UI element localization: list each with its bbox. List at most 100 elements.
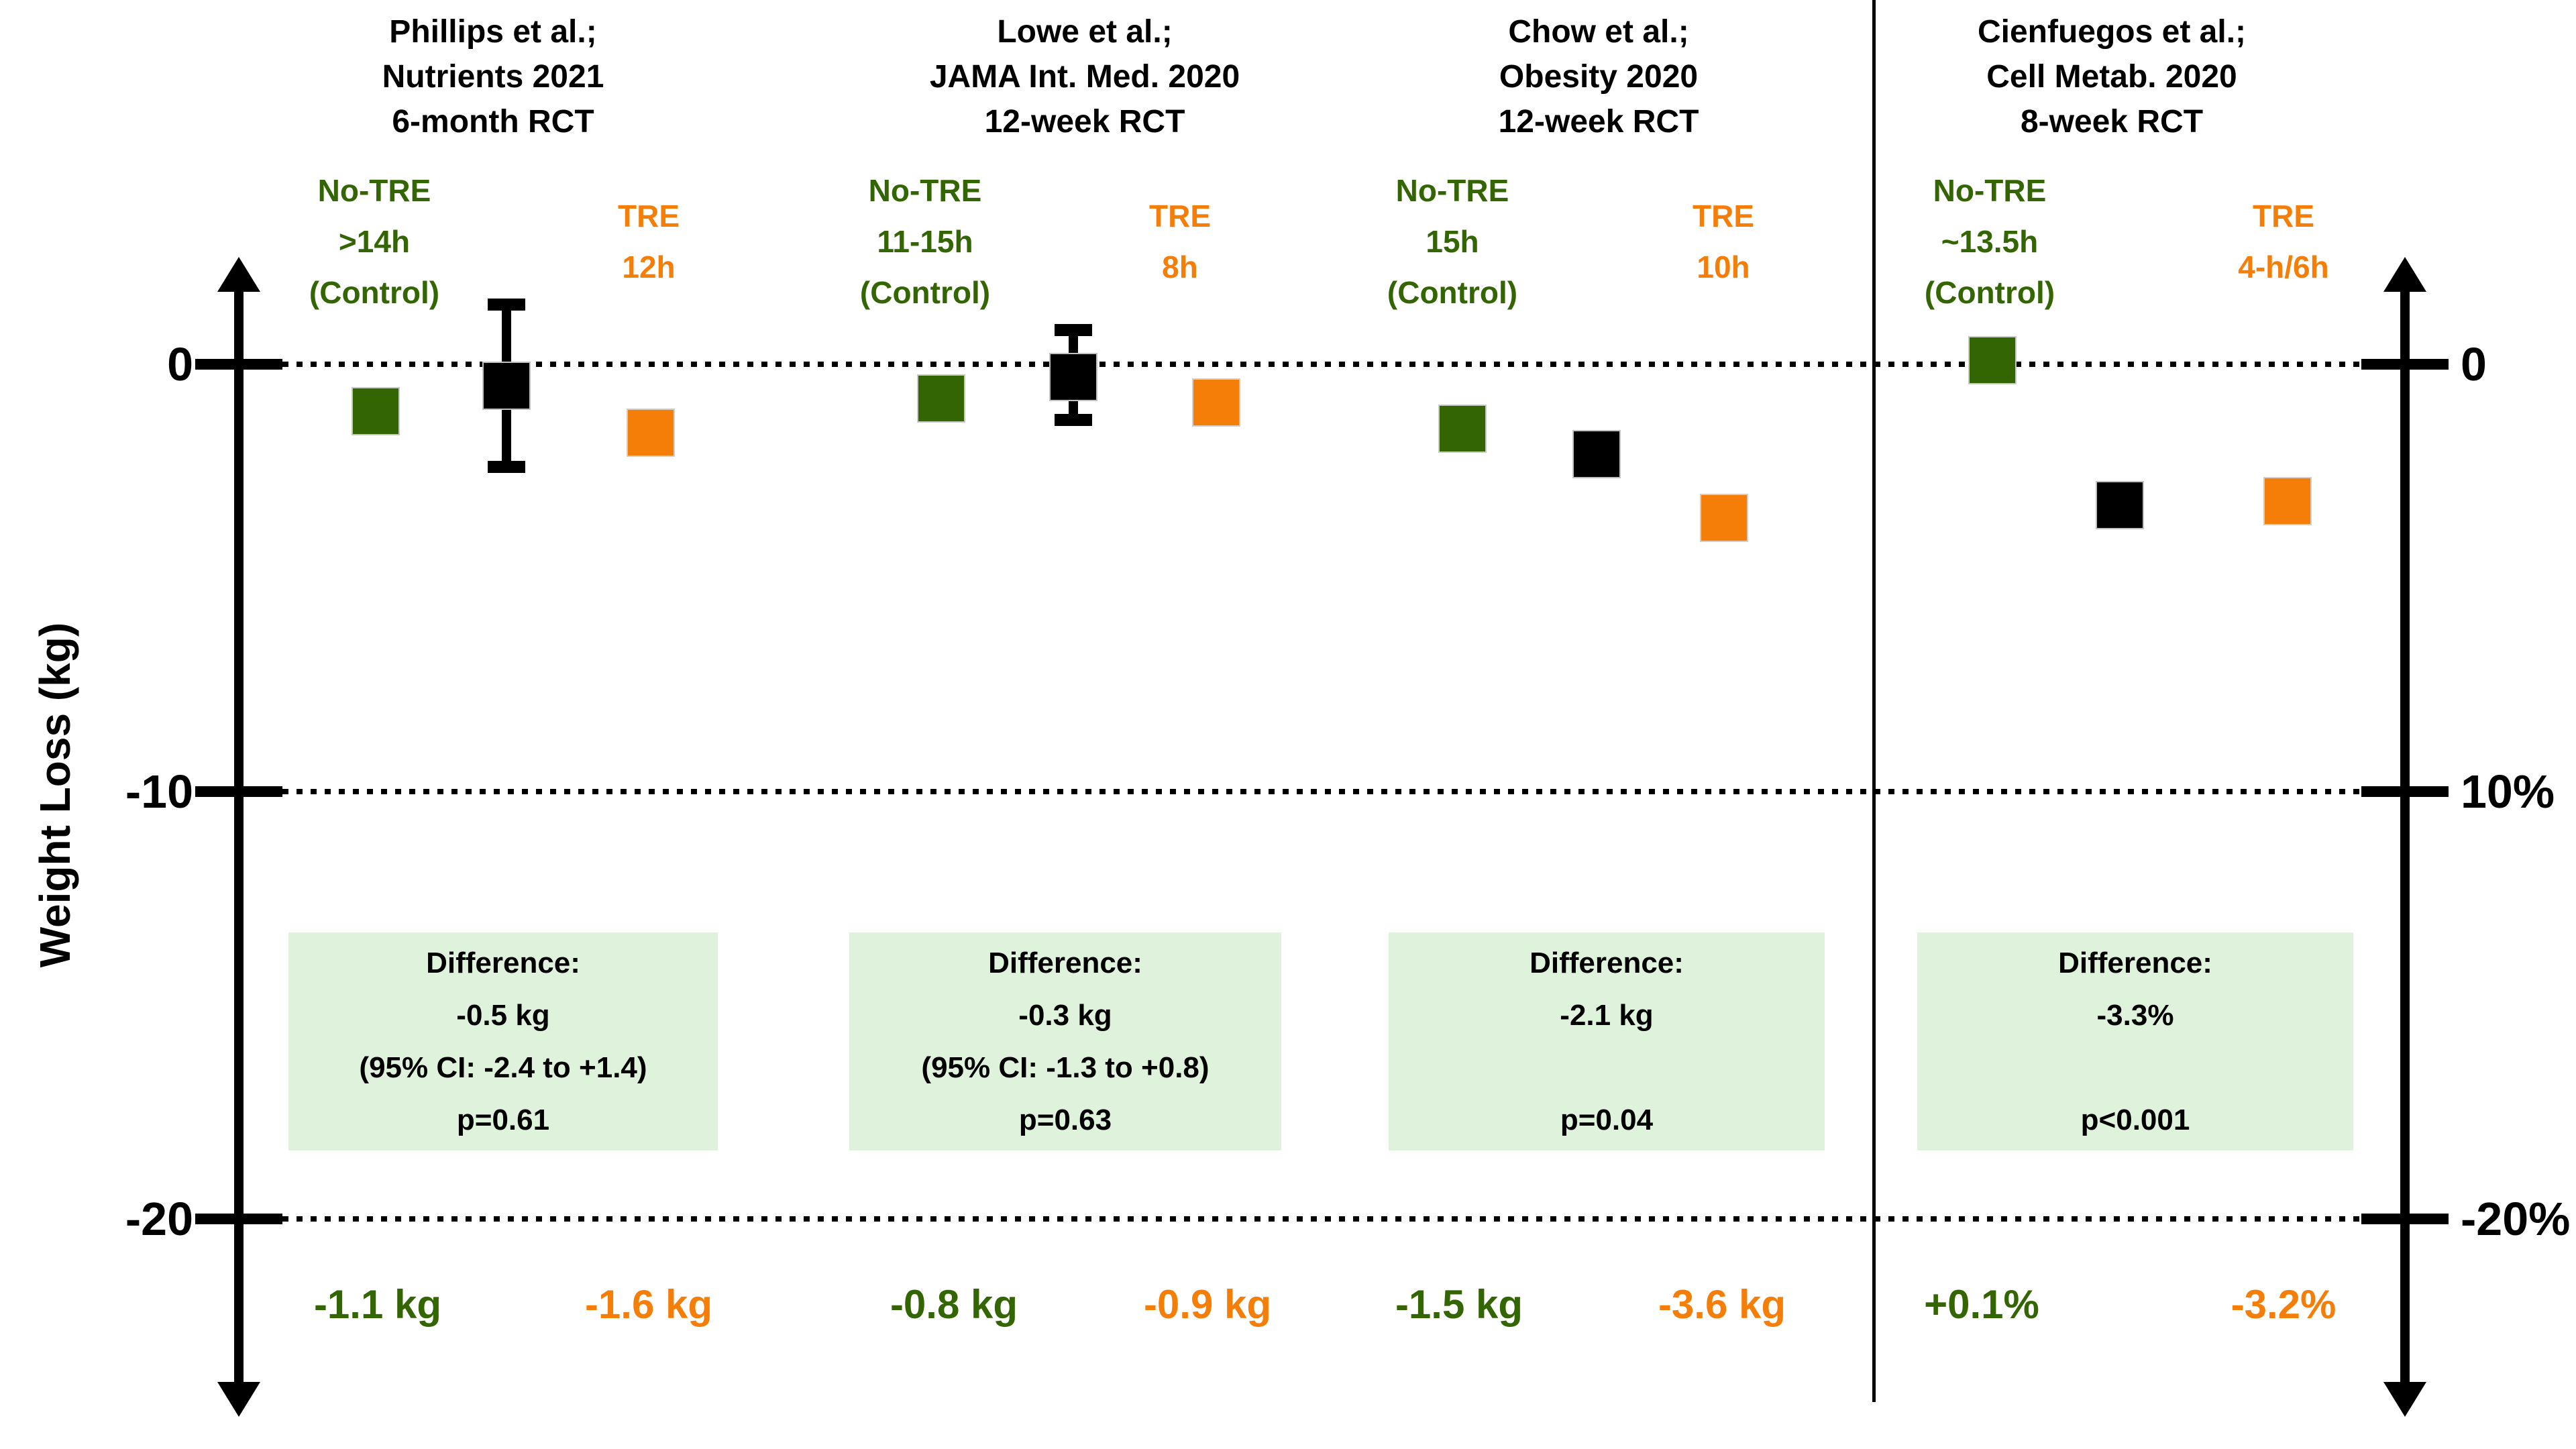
study-4-header-line1: Cienfuegos et al.; xyxy=(1977,14,2247,50)
study-2-header-line3: 12-week RCT xyxy=(984,104,1185,140)
tre-label-line: TRE xyxy=(1693,199,1754,233)
ci-cap-top xyxy=(1055,324,1092,337)
study-1-header-line3: 6-month RCT xyxy=(392,104,594,140)
study-1-tre-value: -1.6 kg xyxy=(584,1282,713,1327)
difference-box-line: -0.3 kg xyxy=(1018,998,1112,1032)
study-1-header-line1: Phillips et al.; xyxy=(389,14,597,50)
study-4-tre-value: -3.2% xyxy=(2231,1282,2337,1327)
tre-label-line: TRE xyxy=(2253,199,2314,233)
study-1-control-value: -1.1 kg xyxy=(313,1282,442,1327)
study-1-difference-marker xyxy=(482,361,531,410)
difference-box-line: Difference: xyxy=(426,946,580,979)
difference-box-line: p=0.63 xyxy=(1018,1103,1112,1136)
tre-label-line: 4-h/6h xyxy=(2238,250,2329,284)
control-label-line: No-TRE xyxy=(868,173,982,208)
study-1-control-label: No-TRE >14h (Control) xyxy=(220,165,529,318)
control-label-line: >14h xyxy=(338,224,411,259)
study-3-tre-label: TRE 10h xyxy=(1569,191,1878,292)
study-4-tre-label: TRE 4-h/6h xyxy=(2129,191,2438,292)
gridline-10 xyxy=(282,789,2361,794)
right-axis-label-20: -20% xyxy=(2461,1193,2571,1245)
study-4-header-line2: Cell Metab. 2020 xyxy=(1986,59,2237,95)
gridline-0 xyxy=(282,362,2361,367)
left-axis-label-10: -10 xyxy=(125,765,193,818)
difference-box-line: Difference: xyxy=(2058,946,2212,979)
difference-box-line xyxy=(1917,1042,2353,1094)
left-axis-tick-10 xyxy=(195,786,282,797)
ci-cap-bottom xyxy=(1055,413,1092,426)
study-3-tre-marker xyxy=(1700,494,1748,543)
control-label-line: (Control) xyxy=(309,275,440,310)
study-2-control-marker xyxy=(917,374,965,423)
study-4-control-marker xyxy=(1968,335,2017,384)
tre-label-line: 10h xyxy=(1697,250,1750,284)
study-2-control-value: -0.8 kg xyxy=(890,1282,1018,1327)
right-axis-line xyxy=(2400,282,2410,1389)
right-axis-tick-20 xyxy=(2361,1214,2449,1224)
left-axis-line xyxy=(234,282,244,1389)
study-2-difference-marker xyxy=(1049,353,1097,402)
difference-box-line: p=0.61 xyxy=(456,1103,550,1136)
study-4-control-label: No-TRE ~13.5h (Control) xyxy=(1835,165,2144,318)
tre-label-line: TRE xyxy=(1149,199,1211,233)
difference-box-line: (95% CI: -2.4 to +1.4) xyxy=(359,1051,647,1084)
study-3-tre-value: -3.6 kg xyxy=(1658,1282,1786,1327)
tre-label-line: TRE xyxy=(618,199,680,233)
left-axis-tick-0 xyxy=(195,359,282,370)
difference-box-line: p<0.001 xyxy=(2080,1103,2190,1136)
study-3-header: Chow et al.; Obesity 2020 12-week RCT xyxy=(1324,9,1874,144)
study-3-header-line1: Chow et al.; xyxy=(1508,14,1689,50)
study-4-control-value: +0.1% xyxy=(1924,1282,2039,1327)
tre-label-line: 12h xyxy=(622,250,676,284)
control-label-line: 15h xyxy=(1426,224,1479,259)
tre-label-line: 8h xyxy=(1162,250,1198,284)
difference-box-line: -2.1 kg xyxy=(1560,998,1654,1032)
control-label-line: (Control) xyxy=(1924,275,2055,310)
study-3-control-marker xyxy=(1438,404,1487,453)
study-1-header-line2: Nutrients 2021 xyxy=(382,59,604,95)
study-3-header-line2: Obesity 2020 xyxy=(1499,59,1699,95)
control-label-line: (Control) xyxy=(1387,275,1518,310)
study-3-control-value: -1.5 kg xyxy=(1395,1282,1523,1327)
study-2-tre-value: -0.9 kg xyxy=(1143,1282,1272,1327)
study-1-tre-marker xyxy=(627,408,675,457)
control-label-line: No-TRE xyxy=(1395,173,1509,208)
kg-percent-section-divider xyxy=(1872,0,1876,1402)
right-axis-tick-10 xyxy=(2361,786,2449,797)
study-4-header-line3: 8-week RCT xyxy=(2020,104,2204,140)
left-axis-arrow-up-icon xyxy=(217,257,260,292)
ci-cap-bottom xyxy=(488,460,525,473)
y-axis-title: Weight Loss (kg) xyxy=(31,622,79,968)
study-3-header-line3: 12-week RCT xyxy=(1498,104,1699,140)
study-1-tre-label: TRE 12h xyxy=(494,191,803,292)
study-3-control-label: No-TRE 15h (Control) xyxy=(1298,165,1607,318)
right-axis-arrow-down-icon xyxy=(2383,1382,2426,1417)
left-axis-label-0: 0 xyxy=(167,338,193,390)
right-axis-label-0: 0 xyxy=(2461,338,2487,390)
difference-box-line: -0.5 kg xyxy=(456,998,550,1032)
study-3-difference-marker xyxy=(1572,429,1621,478)
control-label-line: No-TRE xyxy=(317,173,431,208)
right-axis-arrow-up-icon xyxy=(2383,257,2426,292)
control-label-line: No-TRE xyxy=(1933,173,2047,208)
study-1-header: Phillips et al.; Nutrients 2021 6-month … xyxy=(218,9,768,144)
difference-box-line: -3.3% xyxy=(2096,998,2174,1032)
study-2-header-line1: Lowe et al.; xyxy=(997,14,1173,50)
control-label-line: ~13.5h xyxy=(1941,224,2039,259)
right-axis-tick-0 xyxy=(2361,359,2449,370)
study-2-difference-box: Difference: -0.3 kg (95% CI: -1.3 to +0.… xyxy=(849,932,1281,1150)
study-4-difference-marker xyxy=(2096,481,2144,530)
left-axis-arrow-down-icon xyxy=(217,1382,260,1417)
study-2-header-line2: JAMA Int. Med. 2020 xyxy=(929,59,1240,95)
study-4-difference-box: Difference: -3.3% p<0.001 xyxy=(1917,932,2353,1150)
control-label-line: 11-15h xyxy=(877,224,973,259)
difference-box-line: (95% CI: -1.3 to +0.8) xyxy=(921,1051,1210,1084)
difference-box-line xyxy=(1389,1042,1825,1094)
difference-box-line: p=0.04 xyxy=(1560,1103,1654,1136)
study-4-header: Cienfuegos et al.; Cell Metab. 2020 8-we… xyxy=(1837,9,2387,144)
gridline-20 xyxy=(282,1216,2361,1222)
study-2-tre-label: TRE 8h xyxy=(1026,191,1334,292)
study-1-control-marker xyxy=(352,387,400,436)
study-2-header: Lowe et al.; JAMA Int. Med. 2020 12-week… xyxy=(810,9,1360,144)
